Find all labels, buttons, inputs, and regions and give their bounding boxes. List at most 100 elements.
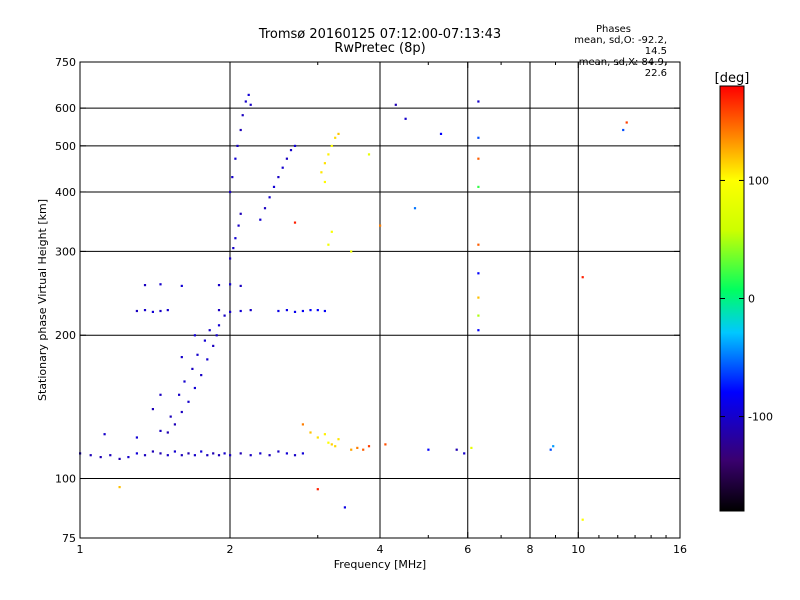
echo-point [309, 431, 312, 434]
echo-point [323, 309, 326, 313]
echo-point [477, 100, 480, 103]
echo-point [103, 433, 106, 436]
echo-point [229, 190, 232, 194]
echo-point [143, 309, 147, 312]
echo-point [180, 284, 183, 287]
y-tick-label: 400 [55, 186, 76, 199]
echo-point [143, 284, 147, 287]
echo-point [384, 443, 387, 446]
echo-point [193, 386, 196, 390]
echo-point [109, 454, 112, 457]
echo-point [217, 454, 221, 457]
echo-point [259, 452, 262, 455]
echo-point [127, 456, 130, 459]
echo-point [427, 448, 430, 451]
axis-ticks: 1 2 4 6 8 10 16 75 100 200 300 400 500 600 750 [55, 56, 687, 556]
echo-point [356, 446, 359, 449]
echo-point [99, 456, 102, 459]
echo-point [135, 436, 138, 439]
y-tick-label: 200 [55, 329, 76, 342]
x-tick-label: 4 [377, 543, 384, 556]
echo-point [323, 180, 326, 184]
echo-point [379, 224, 382, 227]
phase-stats-title: Phases [595, 24, 632, 35]
echo-point [327, 243, 330, 246]
data-points [79, 93, 628, 521]
echo-point [151, 450, 154, 453]
echo-point [159, 452, 162, 455]
echo-point [334, 445, 337, 448]
echo-point [477, 185, 480, 188]
echo-point [277, 450, 280, 453]
echo-point [217, 284, 221, 287]
colorbar-ticks: -100 0 100 [720, 174, 773, 424]
echo-point [212, 452, 215, 455]
echo-point [293, 454, 297, 457]
echo-point [477, 243, 480, 246]
x-axis-label: Frequency [MHz] [334, 558, 426, 571]
echo-point [293, 310, 297, 313]
echo-point [135, 452, 138, 455]
echo-point [183, 380, 186, 383]
chart-title: Tromsø 20160125 07:12:00-07:13:43 [258, 27, 502, 42]
echo-point [166, 454, 169, 457]
echo-point [477, 329, 480, 332]
echo-point [206, 358, 209, 361]
echo-point [173, 423, 176, 426]
echo-point [166, 309, 169, 312]
echo-point [581, 518, 584, 521]
echo-point [343, 506, 346, 509]
echo-point [320, 171, 323, 174]
echo-point [180, 410, 183, 414]
x-tick-label: 8 [527, 543, 534, 556]
echo-point [180, 454, 183, 457]
echo-point [159, 283, 162, 286]
echo-point [293, 221, 297, 224]
x-tick-label: 6 [464, 543, 471, 556]
echo-point [229, 283, 232, 286]
echo-point [285, 452, 288, 455]
echo-point [272, 185, 276, 188]
echo-point [477, 157, 480, 160]
echo-point [316, 309, 319, 312]
chart-subtitle: RwPretec (8p) [334, 41, 426, 56]
echo-point [223, 452, 226, 455]
echo-point [323, 162, 326, 165]
colorbar-tick-label: 100 [748, 174, 769, 187]
echo-point [234, 237, 237, 240]
echo-point [178, 393, 181, 396]
echo-point [187, 452, 190, 455]
echo-point [239, 284, 242, 287]
echo-point [159, 309, 162, 313]
echo-point [277, 309, 280, 313]
echo-point [323, 433, 326, 436]
echo-point [215, 334, 218, 337]
grid-lines [80, 62, 680, 538]
colorbar-label: [deg] [715, 71, 750, 86]
y-tick-label: 75 [62, 532, 76, 545]
echo-point [455, 448, 458, 451]
echo-point [244, 100, 247, 103]
echo-point [208, 329, 211, 332]
echo-point [350, 448, 353, 451]
echo-point [362, 448, 365, 451]
echo-point [247, 93, 250, 96]
colorbar-tick-label: -100 [748, 411, 773, 424]
echo-point [118, 486, 121, 489]
echo-point [143, 454, 147, 457]
echo-point [301, 309, 304, 313]
y-tick-label: 500 [55, 140, 76, 153]
echo-point [239, 212, 242, 215]
echo-point [549, 448, 552, 451]
echo-point [217, 309, 221, 312]
echo-point [330, 443, 333, 446]
echo-point [239, 452, 242, 455]
y-tick-label: 300 [55, 245, 76, 258]
echo-point [337, 438, 340, 441]
y-axis-label: Stationary phase Virtual Height [km] [36, 199, 49, 401]
echo-point [169, 415, 172, 418]
chart-title-block: Tromsø 20160125 07:12:00-07:13:43 RwPret… [200, 28, 560, 56]
echo-point [367, 445, 371, 448]
echo-point [159, 393, 162, 396]
echo-point [330, 230, 333, 233]
